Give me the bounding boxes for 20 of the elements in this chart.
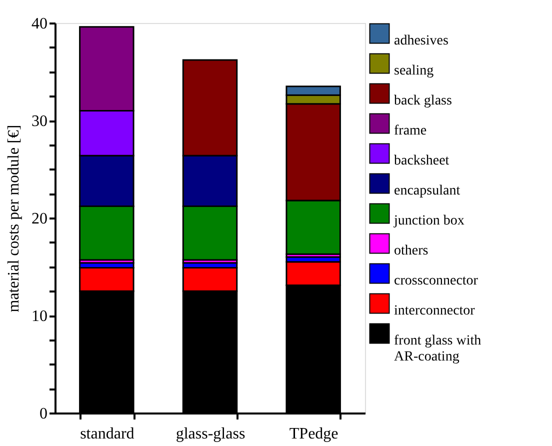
x-tick-label: glass-glass: [176, 426, 246, 442]
legend-label: adhesives: [394, 34, 448, 48]
legend-label: frame: [394, 124, 427, 138]
y-axis-title: material costs per module [€]: [6, 124, 22, 312]
y-tick-label: 0: [40, 406, 48, 422]
y-tick-label: 20: [32, 210, 48, 228]
legend-label: interconnector: [394, 304, 476, 318]
y-tick-label: 30: [32, 113, 48, 130]
y-tick-label: 10: [32, 308, 48, 325]
y-tick-label: 40: [32, 16, 48, 32]
legend-label: junction box: [393, 214, 464, 228]
x-tick-label: standard: [80, 426, 134, 442]
x-tick-label: TPedge: [289, 426, 338, 442]
legend-label: others: [394, 244, 428, 258]
legend-label: backsheet: [394, 154, 450, 168]
legend-label: encapsulant: [394, 184, 460, 198]
legend-label: sealing: [394, 64, 434, 78]
legend-label: crossconnector: [394, 274, 478, 288]
legend-label: back glass: [394, 94, 452, 108]
legend-label: front glass with AR-coating: [394, 334, 482, 364]
